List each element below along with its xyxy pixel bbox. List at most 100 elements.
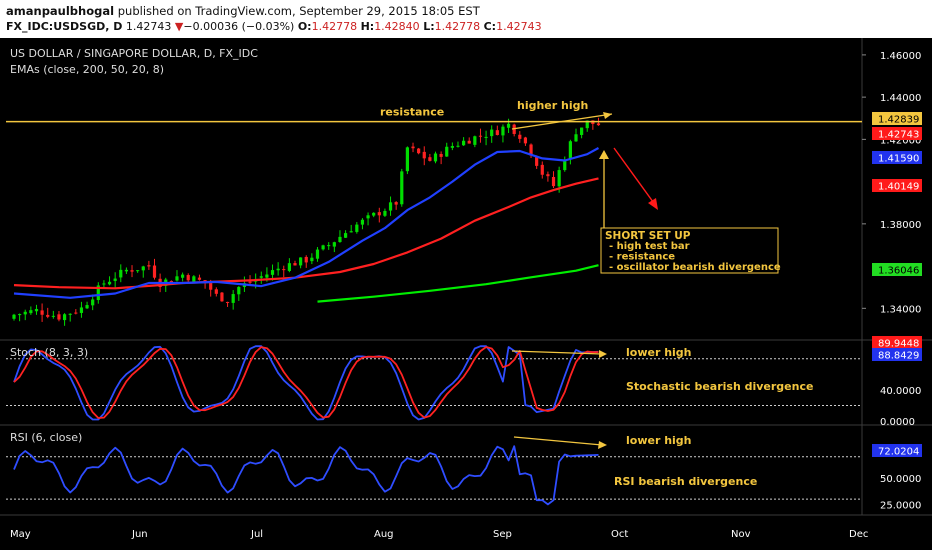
candle-body bbox=[231, 294, 235, 303]
test-bar-arrowhead bbox=[599, 150, 609, 159]
candle-body bbox=[450, 146, 454, 148]
price-badge-label: 1.36046 bbox=[878, 266, 919, 277]
publish-line: amanpaulbhogal published on TradingView.… bbox=[6, 4, 480, 18]
candle-body bbox=[46, 314, 50, 317]
stoch-k-line bbox=[13, 345, 599, 421]
candle-body bbox=[136, 270, 140, 272]
y-tick-label: 1.44000 bbox=[880, 93, 921, 104]
candle-body bbox=[29, 310, 33, 314]
rsi-lower-high-line bbox=[513, 436, 603, 446]
higher-high-label: higher high bbox=[517, 99, 588, 112]
rsi-pane[interactable]: RSI (6, close) bbox=[6, 431, 862, 506]
stoch-lower-high-line bbox=[511, 350, 603, 355]
rsi-lower-high-label: lower high bbox=[626, 434, 692, 447]
candle-body bbox=[596, 123, 601, 126]
candle-body bbox=[540, 164, 544, 175]
price-pane[interactable] bbox=[12, 117, 601, 326]
candle-body bbox=[394, 202, 398, 205]
candle-body bbox=[563, 159, 567, 171]
low-label: L: bbox=[423, 20, 435, 33]
candle-body bbox=[225, 301, 230, 303]
candle-body bbox=[237, 286, 241, 295]
rsi-line bbox=[13, 445, 599, 506]
candle-body bbox=[360, 219, 365, 225]
candle-body bbox=[51, 315, 55, 317]
candle-body bbox=[417, 148, 421, 154]
value-badge bbox=[872, 348, 922, 361]
candle-body bbox=[518, 134, 522, 139]
candle-body bbox=[141, 266, 145, 271]
x-tick-label: Jul bbox=[250, 529, 263, 540]
candle-body bbox=[23, 311, 27, 315]
short-arrow-head bbox=[648, 198, 658, 210]
candle-body bbox=[147, 265, 151, 267]
candle-body bbox=[175, 276, 179, 281]
candle-body bbox=[192, 276, 196, 282]
candle-body bbox=[462, 140, 466, 146]
low-value: 1.42778 bbox=[434, 20, 481, 33]
candle-body bbox=[276, 268, 280, 271]
candle-body bbox=[102, 283, 106, 285]
candle-body bbox=[327, 245, 331, 247]
chart-canvas[interactable]: Stoch (8, 3, 3) RSI (6, close) 1.46000 1.… bbox=[0, 38, 932, 550]
value-badge bbox=[872, 336, 922, 349]
last-price: 1.42743 bbox=[125, 20, 172, 33]
x-tick-label: Jun bbox=[131, 529, 148, 540]
candle-body bbox=[34, 308, 39, 312]
symbol-line: FX_IDC:USDSGD, D 1.42743 ▼−0.00036 (−0.0… bbox=[6, 20, 542, 33]
candle-body bbox=[91, 299, 95, 306]
close-value: 1.42743 bbox=[496, 20, 542, 33]
x-tick-label: Aug bbox=[374, 529, 394, 540]
candle-body bbox=[400, 171, 404, 205]
candle-body bbox=[209, 282, 213, 290]
price-change: −0.00036 (−0.03%) bbox=[183, 20, 295, 33]
candle-body bbox=[282, 269, 286, 271]
high-label: H: bbox=[360, 20, 375, 33]
candle-body bbox=[473, 136, 477, 145]
price-badge bbox=[872, 179, 922, 192]
price-badge-label: 1.41590 bbox=[878, 154, 919, 165]
candle-body bbox=[343, 233, 348, 238]
short-arrow-line bbox=[613, 147, 657, 207]
price-badge bbox=[872, 263, 922, 276]
price-badge bbox=[872, 112, 922, 125]
candle-body bbox=[310, 257, 314, 262]
candle-body bbox=[568, 141, 572, 159]
candle-body bbox=[57, 314, 61, 320]
candle-body bbox=[79, 307, 84, 313]
indicator-title: RSI (6, close) bbox=[10, 431, 82, 444]
indicator-title: Stoch (8, 3, 3) bbox=[10, 346, 88, 359]
resistance-label: resistance bbox=[380, 106, 444, 119]
candle-body bbox=[388, 202, 393, 211]
y-tick-label: 1.46000 bbox=[880, 51, 921, 62]
candle-body bbox=[113, 278, 117, 281]
stoch-divergence-label: Stochastic bearish divergence bbox=[626, 380, 813, 393]
candle-body bbox=[377, 212, 381, 216]
candle-body bbox=[18, 314, 22, 316]
annotations-group: US DOLLAR / SINGAPORE DOLLAR, D, FX_IDC E… bbox=[6, 47, 862, 488]
stoch-d-line bbox=[13, 346, 599, 419]
y-tick-label: 1.42000 bbox=[880, 135, 921, 146]
candle-body bbox=[152, 265, 157, 278]
candle-body bbox=[529, 144, 533, 156]
candle-body bbox=[484, 136, 488, 138]
price-badge-label: 1.42743 bbox=[878, 130, 919, 141]
price-badge bbox=[872, 127, 922, 140]
candle-body bbox=[366, 215, 370, 219]
candle-body bbox=[383, 210, 387, 216]
candle-body bbox=[119, 269, 123, 278]
author-name[interactable]: amanpaulbhogal bbox=[6, 4, 115, 18]
axes-group: 1.46000 1.44000 1.42000 1.38000 1.34000 1.428… bbox=[10, 51, 922, 540]
candle-body bbox=[265, 274, 269, 278]
candle-body bbox=[186, 275, 190, 281]
candle-body bbox=[422, 151, 426, 159]
candle-body bbox=[355, 224, 359, 232]
candle-body bbox=[197, 277, 202, 280]
stoch-pane[interactable]: Stoch (8, 3, 3) bbox=[6, 345, 862, 421]
y-tick-label: 1.38000 bbox=[880, 220, 921, 231]
y-tick-label: 50.0000 bbox=[880, 474, 921, 485]
price-badge bbox=[872, 151, 922, 164]
candle-body bbox=[551, 176, 556, 187]
candle-body bbox=[270, 270, 275, 275]
symbol-label[interactable]: FX_IDC:USDSGD, D bbox=[6, 20, 123, 33]
